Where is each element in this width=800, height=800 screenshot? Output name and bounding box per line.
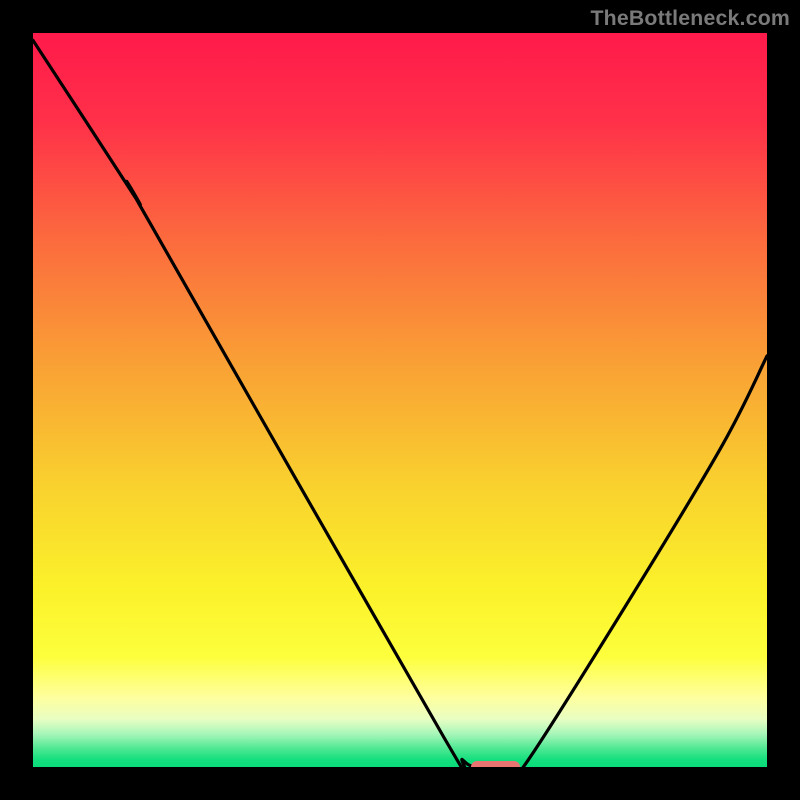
plot-area bbox=[33, 33, 767, 767]
curve-svg bbox=[33, 33, 767, 767]
minimum-marker bbox=[471, 761, 520, 767]
chart-container: TheBottleneck.com bbox=[0, 0, 800, 800]
watermark-text: TheBottleneck.com bbox=[590, 6, 790, 31]
bottleneck-curve bbox=[33, 40, 767, 767]
